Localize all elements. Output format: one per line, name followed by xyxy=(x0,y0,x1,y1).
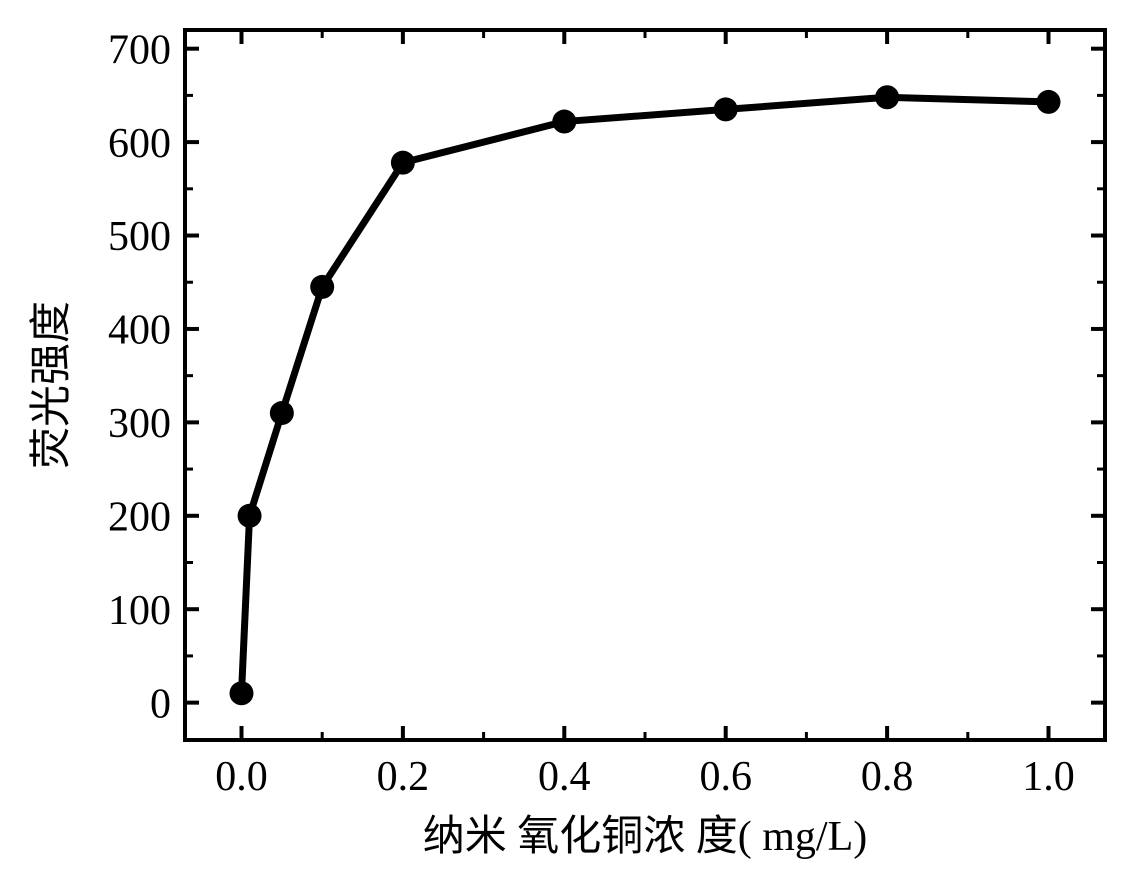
data-marker xyxy=(310,275,334,299)
x-tick-label: 0.2 xyxy=(377,754,430,800)
y-tick-label: 300 xyxy=(108,401,171,447)
x-tick-label: 1.0 xyxy=(1022,754,1075,800)
x-axis-label: 纳米 氧化铜浓 度( mg/L) xyxy=(423,814,867,860)
data-marker xyxy=(552,110,576,134)
chart-container: 0.0 0.2 0.4 0.6 0.8 1.0 0 100 200 300 400 500 600 700… xyxy=(0,0,1144,888)
data-marker xyxy=(238,504,262,528)
data-marker xyxy=(270,401,294,425)
data-marker xyxy=(229,681,253,705)
data-marker xyxy=(875,85,899,109)
y-tick-label: 400 xyxy=(108,308,171,354)
y-tick-label: 200 xyxy=(108,494,171,540)
x-tick-label: 0.6 xyxy=(699,754,752,800)
data-marker xyxy=(714,97,738,121)
y-tick-label: 500 xyxy=(108,214,171,260)
y-tick-label: 600 xyxy=(108,121,171,167)
x-tick-label: 0.4 xyxy=(538,754,591,800)
x-tick-label: 0.8 xyxy=(861,754,914,800)
chart-svg: 0.0 0.2 0.4 0.6 0.8 1.0 0 100 200 300 400 500 600 700… xyxy=(0,0,1144,888)
data-marker xyxy=(1037,90,1061,114)
y-axis-label: 荧光强度 xyxy=(29,301,75,469)
y-tick-label: 100 xyxy=(108,588,171,634)
y-tick-label: 0 xyxy=(150,681,171,727)
data-marker xyxy=(391,151,415,175)
x-tick-label: 0.0 xyxy=(215,754,268,800)
y-tick-label: 700 xyxy=(108,27,171,73)
